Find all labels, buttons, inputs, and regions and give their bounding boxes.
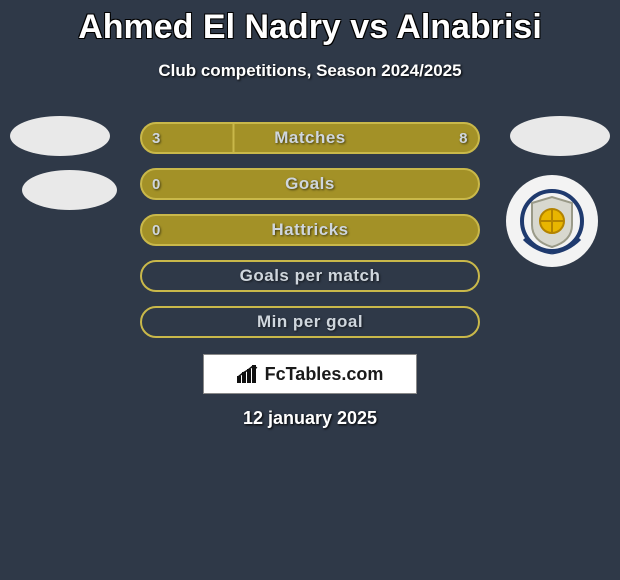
stat-label: Min per goal — [257, 312, 363, 332]
player-1-club-avatar — [22, 170, 117, 210]
player-1-avatar — [10, 116, 110, 156]
stat-left-value: 0 — [152, 176, 161, 193]
page-subtitle: Club competitions, Season 2024/2025 — [0, 61, 620, 81]
stat-left-value: 0 — [152, 222, 161, 239]
player-2-avatar — [510, 116, 610, 156]
date-label: 12 january 2025 — [0, 408, 620, 429]
stat-row: Hattricks 0 — [140, 214, 480, 246]
stat-row: Min per goal — [140, 306, 480, 338]
stat-row: Matches 3 8 — [140, 122, 480, 154]
brand-label: FcTables.com — [265, 364, 384, 385]
page-title: Ahmed El Nadry vs Alnabrisi — [0, 0, 620, 47]
stat-row: Goals per match — [140, 260, 480, 292]
stat-label: Goals — [285, 174, 335, 194]
stat-label: Goals per match — [240, 266, 381, 286]
brand-box: FcTables.com — [203, 354, 417, 394]
brand-chart-icon — [237, 365, 259, 383]
stats-panel: Matches 3 8 Goals 0 Hattricks 0 Goals per match… — [140, 122, 480, 352]
stat-label: Hattricks — [271, 220, 348, 240]
club-crest-icon — [514, 183, 590, 259]
player-2-club-badge — [506, 175, 598, 267]
stat-row: Goals 0 — [140, 168, 480, 200]
stat-left-value: 3 — [152, 130, 161, 147]
stat-right-value: 8 — [459, 130, 468, 147]
stat-label: Matches — [274, 128, 346, 148]
